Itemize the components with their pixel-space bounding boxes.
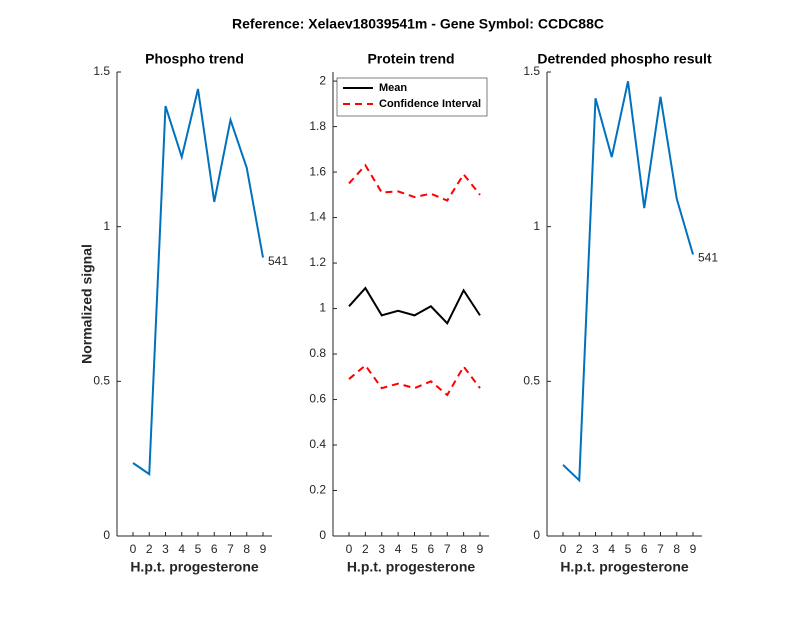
x-tick-label: 8 <box>673 542 680 556</box>
y-tick-label: 0 <box>533 528 540 542</box>
x-tick-label: 4 <box>608 542 615 556</box>
y-tick-label: 0.2 <box>309 483 326 497</box>
x-tick-label: 0 <box>346 542 353 556</box>
chart-title: Phospho trend <box>145 51 244 67</box>
y-tick-label: 0.8 <box>309 346 326 360</box>
annotation: 541 <box>698 251 718 265</box>
legend-box <box>336 77 488 117</box>
y-tick-label: 1 <box>533 219 540 233</box>
x-tick-label: 4 <box>178 542 185 556</box>
x-tick-label: 8 <box>243 542 250 556</box>
x-tick-label: 2 <box>146 542 153 556</box>
y-tick-label: 0.6 <box>309 392 326 406</box>
x-axis-label: H.p.t. progesterone <box>347 559 476 575</box>
y-tick-label: 1.5 <box>93 64 110 78</box>
x-tick-label: 3 <box>378 542 385 556</box>
y-tick-label: 0.4 <box>309 437 326 451</box>
x-tick-label: 9 <box>690 542 697 556</box>
y-tick-label: 1.6 <box>309 164 326 178</box>
annotation: 541 <box>268 254 288 268</box>
data-line <box>348 163 481 202</box>
chart-title: Detrended phospho result <box>537 51 712 67</box>
figure-title: Reference: Xelaev18039541m - Gene Symbol… <box>232 16 604 32</box>
y-axis-label: Normalized signal <box>79 244 95 364</box>
x-tick-label: 5 <box>411 542 418 556</box>
y-tick-label: 1.2 <box>309 255 326 269</box>
y-tick-label: 0.5 <box>523 374 540 388</box>
x-tick-label: 9 <box>260 542 267 556</box>
y-tick-label: 0 <box>319 528 326 542</box>
x-tick-label: 8 <box>460 542 467 556</box>
x-tick-label: 2 <box>576 542 583 556</box>
y-tick-label: 2 <box>319 73 326 87</box>
x-tick-label: 5 <box>625 542 632 556</box>
chart-title: Protein trend <box>367 51 454 67</box>
x-tick-label: 2 <box>362 542 369 556</box>
x-tick-label: 5 <box>195 542 202 556</box>
x-tick-label: 0 <box>130 542 137 556</box>
y-tick-label: 1.8 <box>309 119 326 133</box>
x-axis-label: H.p.t. progesterone <box>560 559 689 575</box>
legend-label: Confidence Interval <box>379 98 481 110</box>
y-tick-label: 1 <box>319 301 326 315</box>
x-tick-label: 3 <box>592 542 599 556</box>
y-tick-label: 1 <box>103 219 110 233</box>
data-line <box>348 286 481 326</box>
data-line <box>348 363 481 397</box>
data-line <box>132 88 264 476</box>
y-tick-label: 0.5 <box>93 374 110 388</box>
x-axis-label: H.p.t. progesterone <box>130 559 259 575</box>
legend-label: Mean <box>379 82 407 94</box>
data-line <box>562 81 694 483</box>
x-tick-label: 4 <box>395 542 402 556</box>
x-tick-label: 6 <box>641 542 648 556</box>
x-tick-label: 6 <box>211 542 218 556</box>
x-tick-label: 3 <box>162 542 169 556</box>
x-tick-label: 7 <box>657 542 664 556</box>
y-tick-label: 1.5 <box>523 64 540 78</box>
y-tick-label: 0 <box>103 528 110 542</box>
x-tick-label: 6 <box>428 542 435 556</box>
x-tick-label: 7 <box>444 542 451 556</box>
x-tick-label: 9 <box>477 542 484 556</box>
y-tick-label: 1.4 <box>309 210 326 224</box>
x-tick-label: 7 <box>227 542 234 556</box>
x-tick-label: 0 <box>560 542 567 556</box>
